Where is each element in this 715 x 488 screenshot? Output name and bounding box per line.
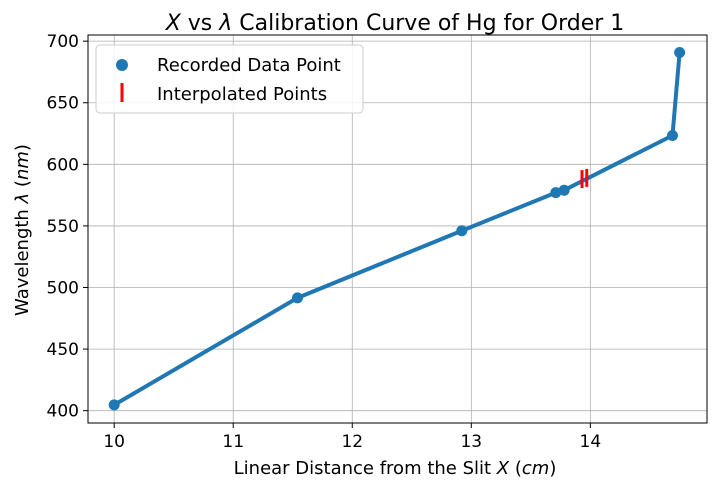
recorded-point-4 xyxy=(558,184,570,196)
y-tick-label-650: 650 xyxy=(47,94,79,114)
plot-frame xyxy=(87,34,708,424)
y-tick-label-400: 400 xyxy=(47,402,79,422)
y-tick-label-450: 450 xyxy=(47,340,79,360)
legend-box xyxy=(95,44,364,114)
x-tick-label-10: 10 xyxy=(103,432,125,452)
x-tick-label-12: 12 xyxy=(341,432,363,452)
recorded-point-5 xyxy=(666,130,678,142)
legend-label-interpolated: Interpolated Points xyxy=(157,84,327,105)
recorded-point-0 xyxy=(108,399,120,411)
legend: Recorded Data Point Interpolated Points xyxy=(95,44,364,114)
data-markers xyxy=(108,46,686,411)
x-tick-label-11: 11 xyxy=(222,432,244,452)
y-tick-label-500: 500 xyxy=(47,279,79,299)
recorded-point-3 xyxy=(550,187,562,199)
y-tick-label-600: 600 xyxy=(47,155,79,175)
recorded-point-1 xyxy=(292,292,304,304)
chart-title: X vs λ Calibration Curve of Hg for Order… xyxy=(165,11,625,36)
x-axis-label: Linear Distance from the Slit X (cm) xyxy=(234,458,557,479)
x-tick-label-14: 14 xyxy=(580,432,602,452)
recorded-point-2 xyxy=(456,225,468,237)
y-tick-label-550: 550 xyxy=(47,217,79,237)
y-axis-label: Wavelength λ (nm) xyxy=(12,144,33,316)
x-tick-label-13: 13 xyxy=(460,432,482,452)
legend-label-recorded: Recorded Data Point xyxy=(157,55,341,76)
recorded-point-6 xyxy=(674,46,686,58)
legend-marker-recorded xyxy=(116,59,128,71)
y-tick-label-700: 700 xyxy=(47,32,79,52)
axis-ticks: 10 11 12 13 14 400 450 500 550 600 650 700 xyxy=(47,32,602,452)
